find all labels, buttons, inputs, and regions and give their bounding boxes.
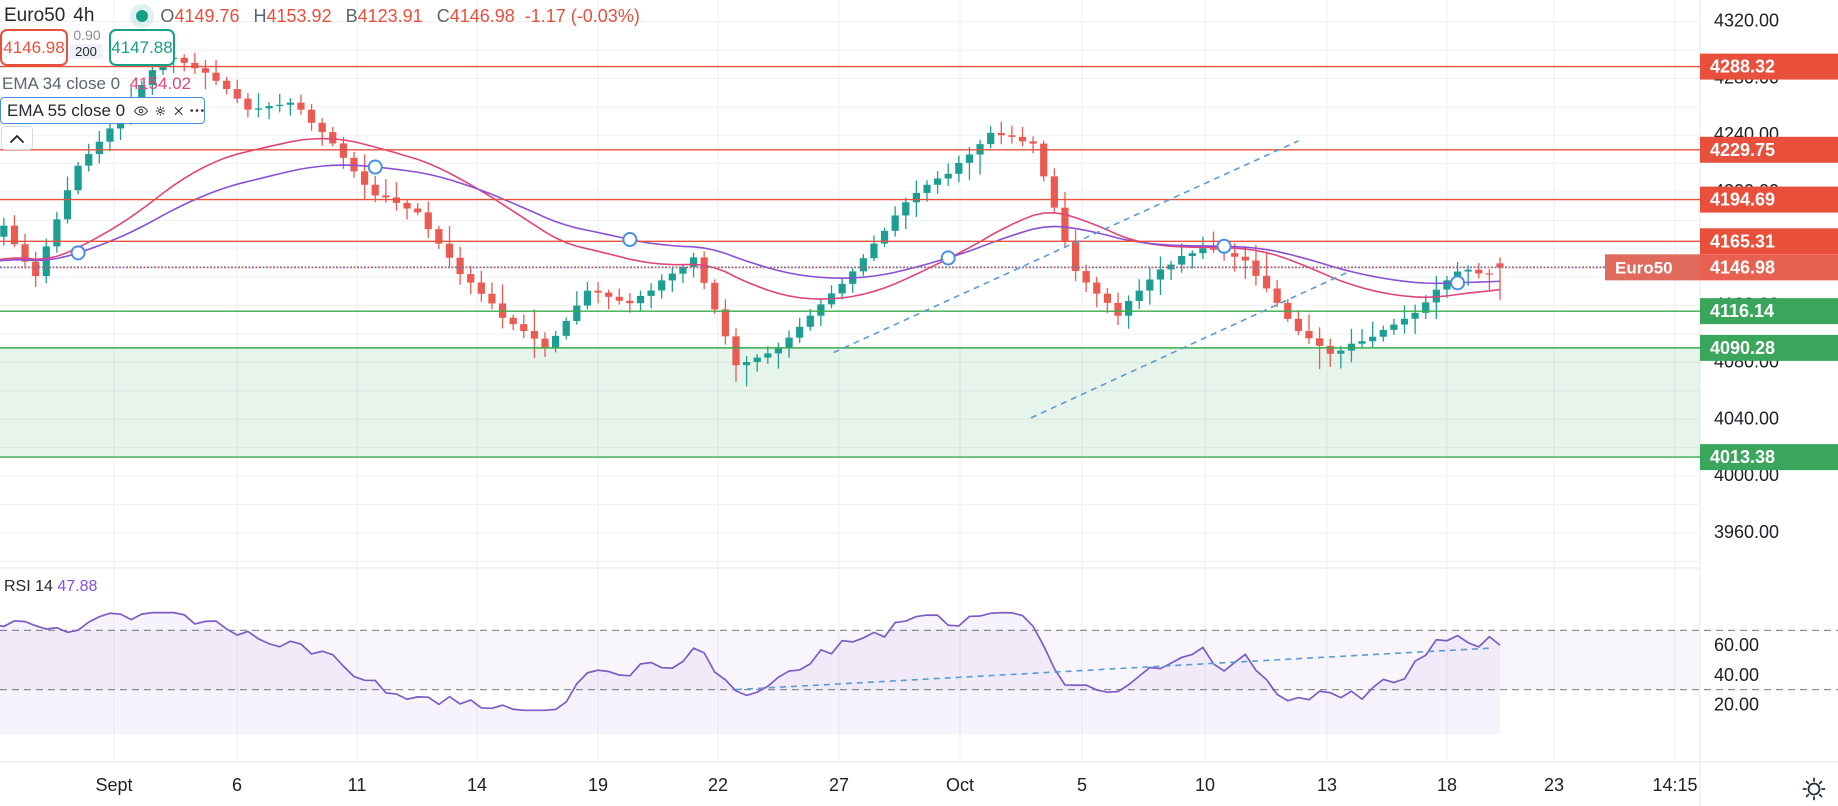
svg-text:11: 11 [348,775,367,795]
svg-text:20.00: 20.00 [1714,694,1759,714]
svg-text:4146.98: 4146.98 [1710,257,1775,277]
svg-text:14: 14 [467,775,487,795]
svg-text:4320.00: 4320.00 [1714,11,1779,31]
svg-text:4090.28: 4090.28 [1710,338,1775,358]
svg-text:60.00: 60.00 [1714,635,1759,655]
svg-text:4013.38: 4013.38 [1710,447,1775,467]
svg-text:13: 13 [1317,775,1337,795]
svg-text:Oct: Oct [946,775,974,795]
svg-text:22: 22 [708,775,728,795]
svg-text:40.00: 40.00 [1714,665,1759,685]
svg-text:6: 6 [232,775,242,795]
svg-text:27: 27 [829,775,849,795]
svg-text:14:15: 14:15 [1652,775,1697,795]
svg-text:4040.00: 4040.00 [1714,408,1779,428]
svg-text:Sept: Sept [95,775,132,795]
svg-text:19: 19 [588,775,608,795]
svg-text:18: 18 [1437,775,1457,795]
svg-text:23: 23 [1544,775,1564,795]
svg-text:4116.14: 4116.14 [1710,301,1774,321]
svg-text:4194.69: 4194.69 [1710,190,1775,210]
svg-text:10: 10 [1195,775,1215,795]
svg-text:4288.32: 4288.32 [1710,57,1775,77]
svg-text:5: 5 [1077,775,1087,795]
svg-text:4165.31: 4165.31 [1710,231,1775,251]
svg-text:Euro50: Euro50 [1615,258,1673,277]
svg-text:4229.75: 4229.75 [1710,140,1775,160]
svg-text:3960.00: 3960.00 [1714,522,1779,542]
